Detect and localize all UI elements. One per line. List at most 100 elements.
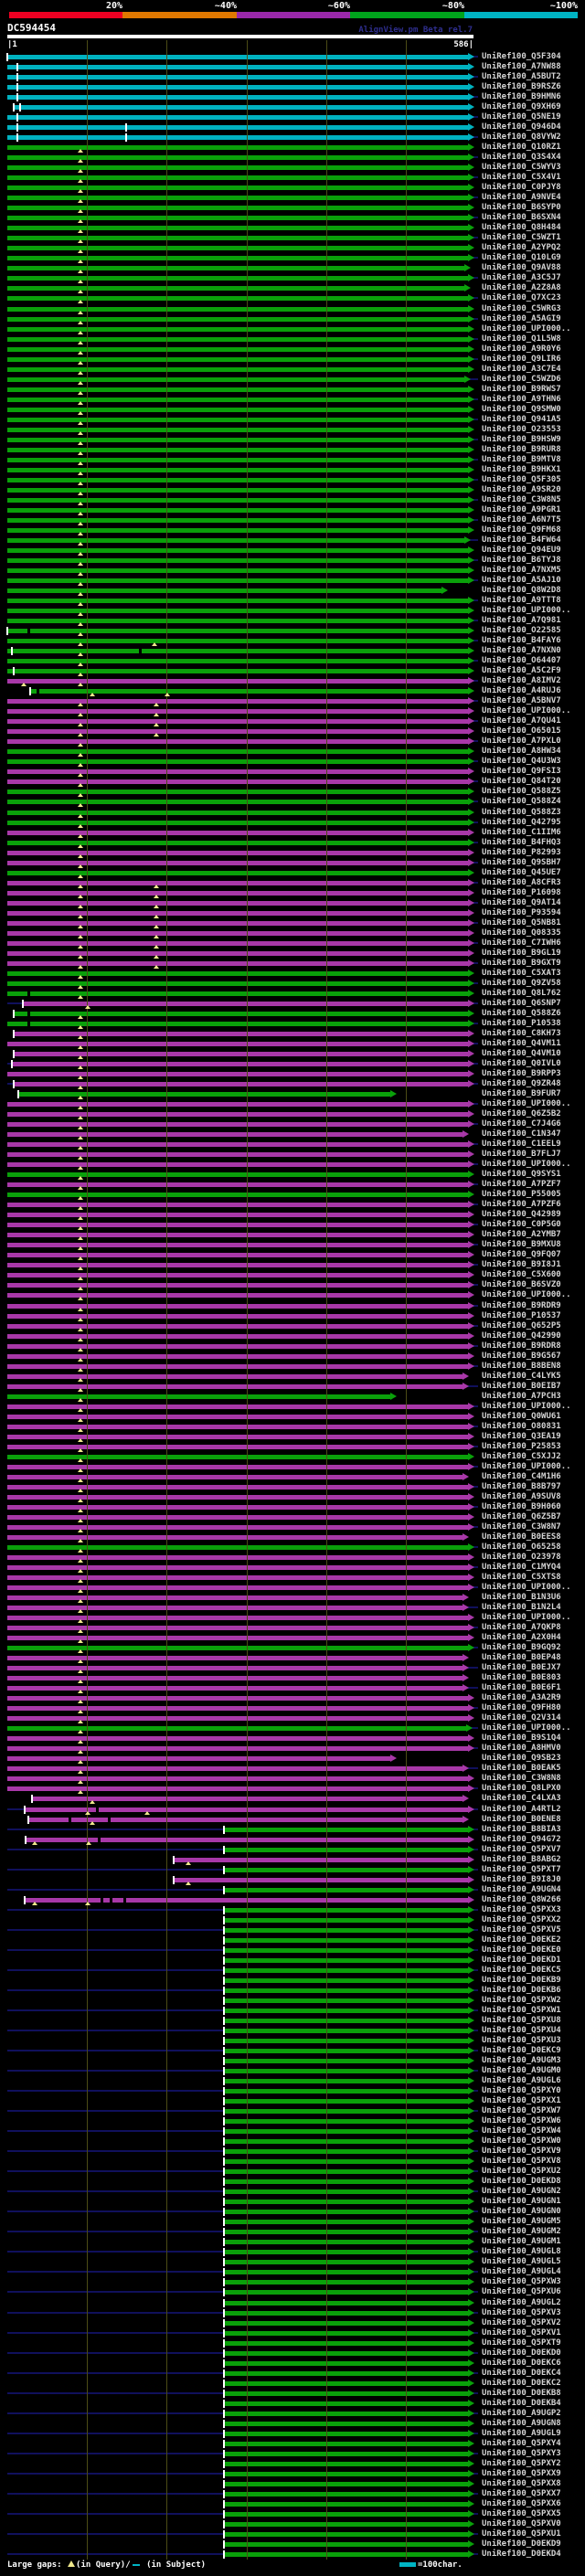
alignment-bar[interactable] [7,1324,468,1329]
alignment-bar[interactable] [224,2391,468,2396]
alignment-bar[interactable] [224,2331,468,2336]
hit-label[interactable]: UniRef100_A2YMB7 [482,1230,561,1239]
hit-label[interactable]: UniRef100_A9UGP2 [482,2409,561,2418]
alignment-bar[interactable] [7,135,468,140]
alignment-bar[interactable] [7,699,468,704]
hit-label[interactable]: UniRef100_D0EKD4 [482,2549,561,2559]
alignment-bar[interactable] [7,669,468,673]
alignment-bar[interactable] [7,1585,468,1590]
hit-label[interactable]: UniRef100_B0EP48 [482,1653,561,1662]
alignment-bar[interactable] [7,1455,468,1459]
hit-label[interactable]: UniRef100_A5BUT2 [482,72,561,81]
hit-label[interactable]: UniRef100_A7Q981 [482,616,561,625]
alignment-bar[interactable] [7,1545,468,1550]
alignment-bar[interactable] [224,2029,468,2033]
hit-label[interactable]: UniRef100_Q5PXV3 [482,2308,561,2317]
hit-label[interactable]: UniRef100_Q9SB23 [482,1754,561,1763]
hit-label[interactable]: UniRef100_D0EKC5 [482,1966,561,1975]
hit-label[interactable]: UniRef100_A2X0H4 [482,1633,561,1642]
hit-label[interactable]: UniRef100_Q5PXW4 [482,2126,561,2136]
hit-label[interactable]: UniRef100_B9MXU8 [482,1240,561,1249]
alignment-bar[interactable] [7,1756,390,1761]
hit-label[interactable]: UniRef100_C5XTS8 [482,1573,561,1582]
hit-label[interactable]: UniRef100_Q84T20 [482,777,561,786]
alignment-bar[interactable] [224,2039,468,2043]
hit-label[interactable]: UniRef100_B6TYJ8 [482,556,561,565]
hit-label[interactable]: UniRef100_Q5PXX1 [482,2096,561,2105]
hit-label[interactable]: UniRef100_UPI000.. [482,1723,571,1733]
hit-label[interactable]: UniRef100_Q5PXX2 [482,1915,561,1924]
hit-label[interactable]: UniRef100_B9GXT9 [482,959,561,968]
hit-label[interactable]: UniRef100_A9UGL6 [482,2076,561,2085]
hit-label[interactable]: UniRef100_Q588Z6 [482,1009,561,1018]
hit-label[interactable]: UniRef100_Q5NB81 [482,918,561,928]
alignment-bar[interactable] [224,2371,468,2376]
hit-label[interactable]: UniRef100_Q8LPX0 [482,1784,561,1793]
alignment-bar[interactable] [7,1465,468,1469]
alignment-bar[interactable] [224,2069,468,2073]
alignment-bar[interactable] [7,749,468,754]
hit-label[interactable]: UniRef100_A9UGL8 [482,2247,561,2256]
alignment-bar[interactable] [224,2321,468,2326]
alignment-bar[interactable] [7,800,468,804]
hit-label[interactable]: UniRef100_P55005 [482,1190,561,1199]
alignment-bar[interactable] [7,175,468,180]
alignment-bar[interactable] [224,1828,468,1832]
alignment-bar[interactable] [7,408,468,412]
alignment-bar[interactable] [7,1042,468,1046]
alignment-bar[interactable] [7,1354,468,1359]
alignment-bar[interactable] [7,266,464,270]
hit-label[interactable]: UniRef100_Q5PXY3 [482,2449,561,2458]
hit-label[interactable]: UniRef100_Q5PXW0 [482,2136,561,2146]
alignment-bar[interactable] [174,1878,468,1882]
alignment-bar[interactable] [7,246,468,250]
alignment-bar[interactable] [7,1394,390,1399]
alignment-bar[interactable] [224,2351,468,2356]
hit-label[interactable]: UniRef100_B6SVZ0 [482,1280,561,1289]
alignment-bar[interactable] [7,1112,468,1117]
alignment-bar[interactable] [7,1626,468,1630]
hit-label[interactable]: UniRef100_Q5PXV1 [482,2328,561,2337]
hit-label[interactable]: UniRef100_D0EKC6 [482,2359,561,2368]
hit-label[interactable]: UniRef100_B1N2L4 [482,1603,561,1612]
hit-label[interactable]: UniRef100_B0E803 [482,1673,561,1682]
alignment-bar[interactable] [7,327,468,332]
hit-label[interactable]: UniRef100_Q8H484 [482,223,561,232]
hit-label[interactable]: UniRef100_C7J4G6 [482,1119,561,1129]
hit-label[interactable]: UniRef100_B8BIA3 [482,1825,561,1834]
alignment-bar[interactable] [7,558,468,563]
hit-label[interactable]: UniRef100_UPI000.. [482,1402,571,1411]
hit-label[interactable]: UniRef100_A7PZF7 [482,1180,561,1189]
alignment-bar[interactable] [7,367,468,372]
alignment-bar[interactable] [7,1786,468,1791]
hit-label[interactable]: UniRef100_O64407 [482,656,561,665]
hit-label[interactable]: UniRef100_A7QKP8 [482,1623,561,1632]
alignment-bar[interactable] [7,1223,468,1227]
alignment-bar[interactable] [224,2502,468,2507]
alignment-bar[interactable] [224,2472,468,2476]
alignment-bar[interactable] [7,1304,468,1309]
hit-label[interactable]: UniRef100_D0EKB4 [482,2399,561,2408]
hit-label[interactable]: UniRef100_A8IMV2 [482,676,561,685]
alignment-bar[interactable] [7,458,468,462]
hit-label[interactable]: UniRef100_Q5PXT9 [482,2338,561,2348]
alignment-bar[interactable] [7,498,468,503]
alignment-bar[interactable] [7,548,468,553]
alignment-bar[interactable] [7,1374,463,1379]
hit-label[interactable]: UniRef100_Q8VYW2 [482,133,561,142]
hit-label[interactable]: UniRef100_Q3EA19 [482,1432,561,1441]
hit-label[interactable]: UniRef100_Q5NE19 [482,112,561,122]
alignment-bar[interactable] [7,478,468,482]
hit-label[interactable]: UniRef100_Q9XH69 [482,102,561,111]
alignment-bar[interactable] [7,317,468,322]
hit-label[interactable]: UniRef100_Q5PXW3 [482,2277,561,2286]
hit-label[interactable]: UniRef100_Q5PXU3 [482,2036,561,2045]
hit-label[interactable]: UniRef100_Q5PXT7 [482,1865,561,1874]
hit-label[interactable]: UniRef100_Q8W2D8 [482,586,561,595]
hit-label[interactable]: UniRef100_C4LYK5 [482,1372,561,1381]
hit-label[interactable]: UniRef100_A2Z8A8 [482,283,561,292]
alignment-bar[interactable] [7,831,468,835]
hit-label[interactable]: UniRef100_Q9FQ07 [482,1250,561,1259]
alignment-bar[interactable] [7,1595,463,1600]
hit-label[interactable]: UniRef100_C8KH73 [482,1029,561,1038]
